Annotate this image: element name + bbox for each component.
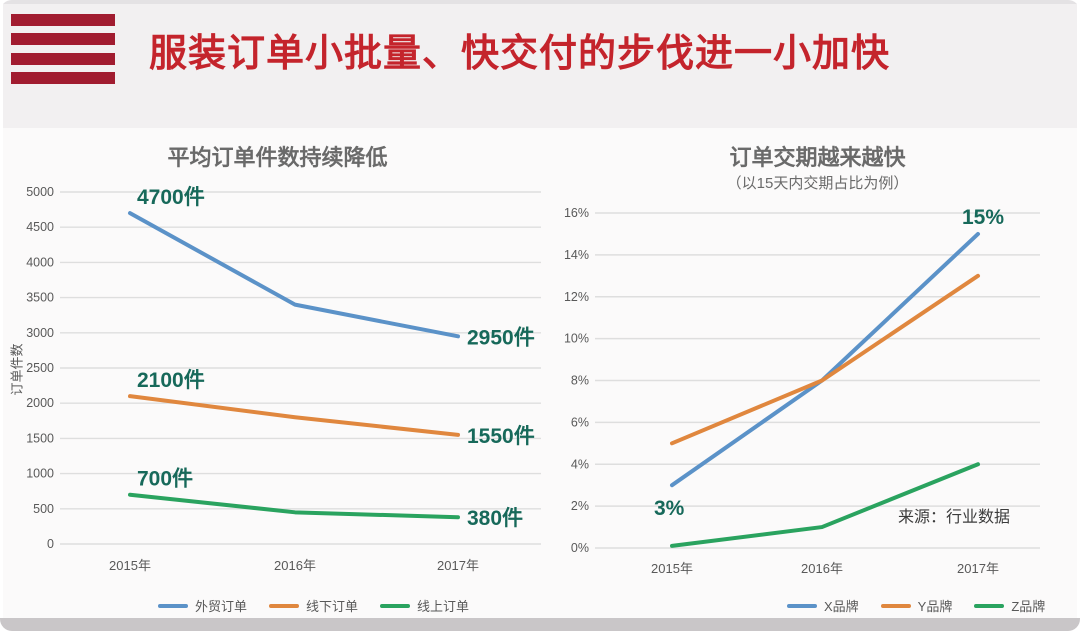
y-tick-label: 2% bbox=[571, 499, 589, 513]
top-edge-line bbox=[0, 0, 1080, 4]
right-chart-subtitle: （以15天内交期占比为例） bbox=[726, 175, 909, 192]
legend-swatch bbox=[974, 603, 1005, 608]
data-point-label: 15% bbox=[962, 206, 1004, 229]
chart-average-order-quantity: 平均订单件数持续降低 订单件数 0 500 1000 1500 2000 2500 3000… bbox=[0, 128, 555, 620]
y-tick-label: 10% bbox=[564, 332, 589, 346]
y-tick-label: 2500 bbox=[26, 361, 54, 375]
legend-label: 外贸订单 bbox=[195, 599, 248, 614]
logo-stripe bbox=[11, 52, 115, 65]
y-tick-label: 16% bbox=[564, 206, 589, 220]
y-tick-label: 1000 bbox=[26, 467, 54, 481]
series-line-X品牌 bbox=[670, 231, 980, 488]
left-chart-title: 平均订单件数持续降低 bbox=[167, 145, 388, 170]
x-tick-label: 2015年 bbox=[109, 558, 151, 573]
legend-item-Z品牌: Z品牌 bbox=[974, 596, 1045, 615]
striped-flag-logo-icon bbox=[11, 14, 115, 84]
left-chart-legend: 外贸订单 线下订单 线上订单 bbox=[158, 596, 469, 615]
data-point-label: 2950件 bbox=[467, 326, 535, 349]
y-tick-label: 14% bbox=[564, 248, 589, 262]
y-tick-label: 0 bbox=[47, 537, 54, 551]
legend-swatch bbox=[380, 603, 411, 608]
legend-item-X品牌: X品牌 bbox=[787, 596, 859, 615]
data-point-label: 380件 bbox=[467, 507, 523, 530]
legend-swatch bbox=[880, 603, 911, 608]
y-tick-label: 1500 bbox=[26, 431, 54, 445]
legend-label: Z品牌 bbox=[1011, 599, 1046, 614]
legend-swatch bbox=[158, 603, 188, 608]
legend-item-Y品牌: Y品牌 bbox=[880, 596, 953, 615]
right-line-chart: 0% 2% 4% 6% 8% 10% 12% 14% 16% 2015年 2016年 2017年 3% 1… bbox=[564, 206, 1040, 576]
bottom-gray-strip bbox=[0, 618, 1080, 631]
data-point-label: 4700件 bbox=[137, 186, 205, 209]
legend-item-线下订单: 线下订单 bbox=[269, 596, 358, 615]
page-title: 服装订单小批量、快交付的步伐进一小加快 bbox=[149, 33, 891, 75]
y-tick-label: 12% bbox=[564, 290, 589, 304]
left-line-chart: 0 500 1000 1500 2000 2500 3000 3500 4000 4500 5000… bbox=[26, 185, 541, 573]
data-point-label: 2100件 bbox=[137, 369, 205, 392]
y-tick-label: 5000 bbox=[26, 185, 54, 199]
chart-delivery-speed: 订单交期越来越快 （以15天内交期占比为例） 0% 2% 4% 6% 8% 10% 12% 1… bbox=[555, 128, 1080, 620]
data-point-label: 3% bbox=[654, 497, 685, 520]
header: 服装订单小批量、快交付的步伐进一小加快 bbox=[3, 4, 1077, 128]
data-point-label: 700件 bbox=[137, 468, 193, 491]
legend-label: Y品牌 bbox=[917, 599, 953, 614]
data-source-note: 来源：行业数据 bbox=[898, 509, 1011, 526]
legend-swatch bbox=[269, 603, 300, 608]
y-tick-label: 4500 bbox=[26, 220, 54, 234]
y-tick-label: 3000 bbox=[26, 326, 54, 340]
right-chart-title: 订单交期越来越快 bbox=[729, 145, 906, 170]
series-line-线下订单 bbox=[128, 394, 460, 437]
x-tick-label: 2017年 bbox=[437, 558, 479, 573]
y-tick-label: 6% bbox=[571, 415, 589, 429]
x-tick-label: 2016年 bbox=[801, 561, 843, 576]
x-tick-label: 2016年 bbox=[274, 558, 316, 573]
legend-label: 线上订单 bbox=[417, 599, 470, 614]
logo-stripe bbox=[11, 14, 115, 26]
legend-item-外贸订单: 外贸订单 bbox=[158, 596, 247, 615]
series-line-Z品牌 bbox=[670, 462, 980, 548]
series-line-线上订单 bbox=[128, 492, 460, 520]
y-tick-label: 500 bbox=[33, 502, 54, 516]
logo-stripe bbox=[11, 33, 115, 46]
x-tick-label: 2015年 bbox=[651, 561, 693, 576]
data-point-label: 1550件 bbox=[467, 425, 535, 448]
series-line-Y品牌 bbox=[670, 273, 980, 446]
y-tick-label: 0% bbox=[571, 541, 589, 555]
y-tick-label: 2000 bbox=[26, 396, 54, 410]
right-chart-legend: X品牌 Y品牌 Z品牌 bbox=[787, 596, 1045, 615]
series-line-外贸订单 bbox=[128, 211, 460, 339]
y-tick-label: 8% bbox=[571, 374, 589, 388]
legend-swatch bbox=[787, 603, 817, 608]
legend-label: 线下订单 bbox=[306, 599, 359, 614]
x-tick-label: 2017年 bbox=[957, 561, 999, 576]
logo-stripe bbox=[11, 71, 115, 84]
y-tick-label: 4000 bbox=[26, 255, 54, 269]
legend-item-线上订单: 线上订单 bbox=[380, 596, 469, 615]
y-tick-label: 4% bbox=[571, 457, 589, 471]
y-tick-label: 3500 bbox=[26, 291, 54, 305]
charts-panel bbox=[3, 128, 1077, 618]
legend-label: X品牌 bbox=[824, 599, 859, 614]
